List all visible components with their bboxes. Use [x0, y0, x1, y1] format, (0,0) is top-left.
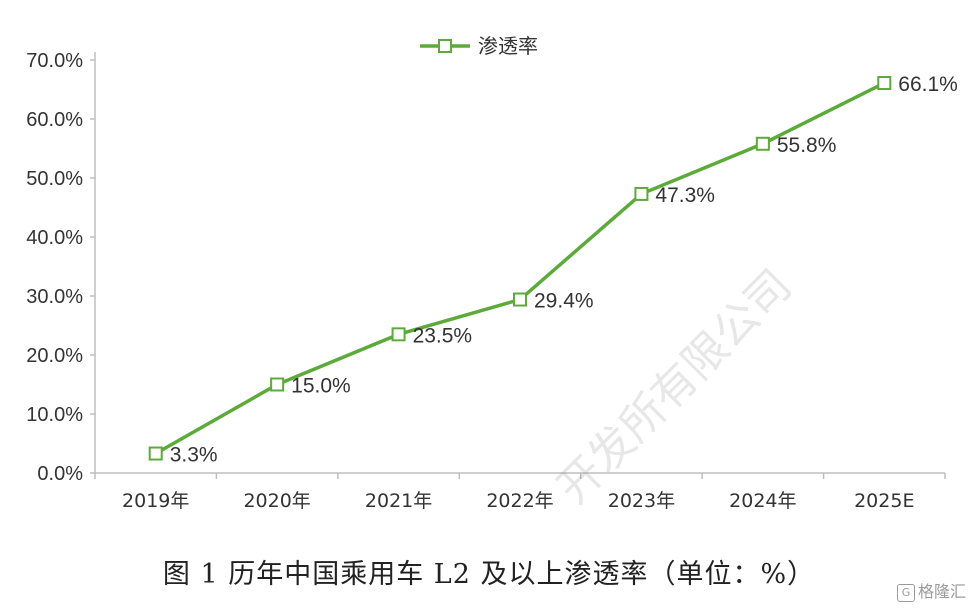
- y-tick-label: 60.0%: [26, 109, 83, 131]
- x-tick-label: 2025E: [854, 490, 914, 512]
- data-label: 66.1%: [898, 73, 958, 96]
- data-label: 23.5%: [413, 324, 473, 347]
- x-tick-label: 2021年: [365, 490, 432, 512]
- data-label: 29.4%: [534, 290, 594, 313]
- x-tick-label: 2019年: [122, 490, 189, 512]
- x-tick-label: 2024年: [729, 490, 796, 512]
- x-tick-label: 2020年: [243, 490, 310, 512]
- data-point-marker: [755, 136, 770, 151]
- data-label: 15.0%: [291, 375, 351, 398]
- legend-marker: [438, 39, 452, 53]
- x-tick-label: 2023年: [608, 490, 675, 512]
- data-label: 55.8%: [777, 134, 837, 157]
- y-tick-label: 70.0%: [26, 50, 83, 72]
- brand-name: 格隆汇: [917, 582, 966, 601]
- y-tick-label: 30.0%: [26, 286, 83, 308]
- data-point-marker: [270, 377, 285, 392]
- legend-label: 渗透率: [478, 34, 538, 58]
- y-tick-label: 20.0%: [26, 345, 83, 367]
- brand-logo: G 格隆汇: [896, 578, 966, 602]
- data-label: 47.3%: [655, 184, 715, 207]
- figure-caption: 图 1 历年中国乘用车 L2 及以上渗透率（单位：%）: [162, 559, 816, 590]
- data-point-marker: [877, 76, 892, 91]
- data-point-marker: [513, 292, 527, 307]
- y-tick-label: 10.0%: [26, 404, 83, 426]
- data-point-marker: [148, 446, 163, 461]
- data-point-marker: [634, 186, 649, 201]
- x-tick-label: 2022年: [486, 490, 553, 512]
- g-logo-icon: G: [896, 583, 915, 602]
- data-label: 3.3%: [170, 444, 218, 467]
- data-point-marker: [391, 327, 406, 342]
- y-tick-label: 40.0%: [26, 227, 83, 249]
- y-tick-label: 50.0%: [26, 168, 83, 190]
- y-tick-label: 0.0%: [37, 463, 83, 485]
- series-line: [154, 81, 886, 456]
